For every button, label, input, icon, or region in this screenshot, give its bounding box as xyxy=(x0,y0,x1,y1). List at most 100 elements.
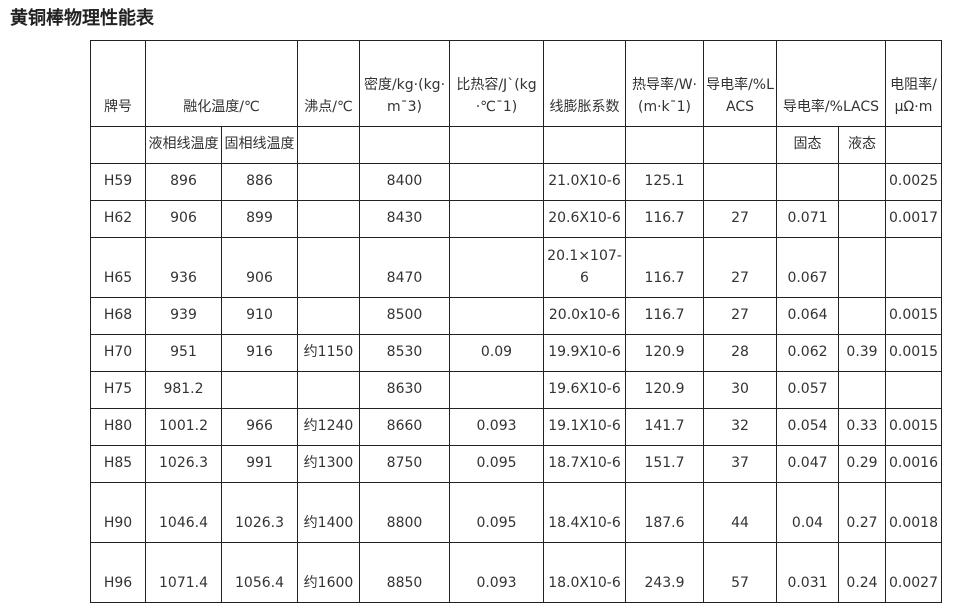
table-cell: 0.39 xyxy=(838,334,886,372)
table-cell: 0.071 xyxy=(776,200,839,238)
table-row: H85 1026.3 991 约1300 8750 0.095 18.7X10-6 151.7… xyxy=(90,445,942,483)
table-cell: 1071.4 xyxy=(145,542,222,603)
table-cell: 0.0016 xyxy=(885,445,942,483)
table-cell: 约1150 xyxy=(297,334,360,372)
table-cell: 0.29 xyxy=(838,445,886,483)
table-cell: 8630 xyxy=(359,371,450,409)
table-cell: 8500 xyxy=(359,297,450,335)
table-cell: 0.0015 xyxy=(885,297,942,335)
table-cell xyxy=(885,237,942,298)
table-cell: 约1300 xyxy=(297,445,360,483)
table-cell: 151.7 xyxy=(625,445,704,483)
brass-properties-table: 牌号 融化温度/℃ 沸点/℃ 密度/kg·(kg·m¯3) 比热容/J`(kg·… xyxy=(90,40,942,603)
table-cell: 约1240 xyxy=(297,408,360,446)
table-cell: 0.062 xyxy=(776,334,839,372)
table-cell: 约1400 xyxy=(297,482,360,543)
table-cell: H90 xyxy=(90,482,146,543)
header-boiling: 沸点/℃ xyxy=(297,40,360,127)
table-cell: 0.0017 xyxy=(885,200,942,238)
header-liquidus: 液相线温度 xyxy=(145,126,222,164)
table-cell: H75 xyxy=(90,371,146,409)
table-cell: 0.0015 xyxy=(885,334,942,372)
table-cell xyxy=(838,237,886,298)
table-cell: 910 xyxy=(221,297,298,335)
table-cell: 0.067 xyxy=(776,237,839,298)
table-cell: 8750 xyxy=(359,445,450,483)
table-cell: 991 xyxy=(221,445,298,483)
header-melting: 融化温度/℃ xyxy=(145,40,298,127)
table-cell: 18.7X10-6 xyxy=(543,445,626,483)
table-cell: 141.7 xyxy=(625,408,704,446)
table-cell xyxy=(297,297,360,335)
table-cell xyxy=(776,163,839,201)
table-cell: H68 xyxy=(90,297,146,335)
table-cell: 120.9 xyxy=(625,371,704,409)
table-cell: 19.9X10-6 xyxy=(543,334,626,372)
table-cell: 906 xyxy=(145,200,222,238)
table-cell: H96 xyxy=(90,542,146,603)
table-cell: 1026.3 xyxy=(221,482,298,543)
table-cell: 21.0X10-6 xyxy=(543,163,626,201)
table-cell: 27 xyxy=(703,237,777,298)
table-cell: 1046.4 xyxy=(145,482,222,543)
table-cell: H62 xyxy=(90,200,146,238)
table-cell: 939 xyxy=(145,297,222,335)
header-resistivity: 电阻率/μΩ·m xyxy=(885,40,942,127)
table-cell: H80 xyxy=(90,408,146,446)
header-thermal-conductivity: 热导率/W·(m·k¯1) xyxy=(625,40,704,127)
table-cell: 0.33 xyxy=(838,408,886,446)
table-row: H62 906 899 8430 20.6X10-6 116.7 27 0.071 0.0017 xyxy=(90,200,942,238)
table-cell xyxy=(221,371,298,409)
header-conductivity-2: 导电率/%LACS xyxy=(776,40,886,127)
table-cell: 1026.3 xyxy=(145,445,222,483)
table-cell xyxy=(449,163,544,201)
table-cell: 18.4X10-6 xyxy=(543,482,626,543)
table-cell: 936 xyxy=(145,237,222,298)
header-liquid: 液态 xyxy=(838,126,886,164)
table-row: H59 896 886 8400 21.0X10-6 125.1 0.0025 xyxy=(90,163,942,201)
table-cell: 44 xyxy=(703,482,777,543)
table-cell: 19.1X10-6 xyxy=(543,408,626,446)
table-cell: 0.095 xyxy=(449,445,544,483)
table-cell: H85 xyxy=(90,445,146,483)
table-cell: 8430 xyxy=(359,200,450,238)
table-cell: 27 xyxy=(703,200,777,238)
table-cell: 28 xyxy=(703,334,777,372)
table-cell: 37 xyxy=(703,445,777,483)
table-cell: 0.093 xyxy=(449,408,544,446)
table-cell: 966 xyxy=(221,408,298,446)
table-cell xyxy=(297,237,360,298)
table-cell: 120.9 xyxy=(625,334,704,372)
header-density: 密度/kg·(kg·m¯3) xyxy=(359,40,450,127)
table-row: H96 1071.4 1056.4 约1600 8850 0.093 18.0X10-6 24… xyxy=(90,542,942,603)
header-conductivity: 导电率/%LACS xyxy=(703,40,777,127)
table-cell: 0.093 xyxy=(449,542,544,603)
table-cell: 0.04 xyxy=(776,482,839,543)
table-cell xyxy=(703,163,777,201)
table-cell: 0.27 xyxy=(838,482,886,543)
table-cell xyxy=(297,163,360,201)
table-row: H65 936 906 8470 20.1×107-6 116.7 27 0.067 xyxy=(90,237,942,298)
table-cell: 20.1×107-6 xyxy=(543,237,626,298)
header-grade: 牌号 xyxy=(90,40,146,127)
table-cell xyxy=(449,371,544,409)
table-cell: 0.057 xyxy=(776,371,839,409)
table-cell: 8800 xyxy=(359,482,450,543)
table-cell: 0.09 xyxy=(449,334,544,372)
table-cell xyxy=(297,200,360,238)
table-cell: 116.7 xyxy=(625,237,704,298)
table-cell: 116.7 xyxy=(625,297,704,335)
table-cell: 0.0025 xyxy=(885,163,942,201)
table-cell: 0.095 xyxy=(449,482,544,543)
table-cell: H65 xyxy=(90,237,146,298)
table-cell: 0.0018 xyxy=(885,482,942,543)
header-expansion: 线膨胀系数 xyxy=(543,40,626,127)
table-cell: 0.0027 xyxy=(885,542,942,603)
table-cell: 243.9 xyxy=(625,542,704,603)
table-cell: 0.0015 xyxy=(885,408,942,446)
table-cell xyxy=(449,237,544,298)
table-cell: 899 xyxy=(221,200,298,238)
table-cell: 981.2 xyxy=(145,371,222,409)
subheader-row: 液相线温度 固相线温度 固态 液态 xyxy=(90,126,942,164)
table-row: H70 951 916 约1150 8530 0.09 19.9X10-6 120.9 28 0.… xyxy=(90,334,942,372)
